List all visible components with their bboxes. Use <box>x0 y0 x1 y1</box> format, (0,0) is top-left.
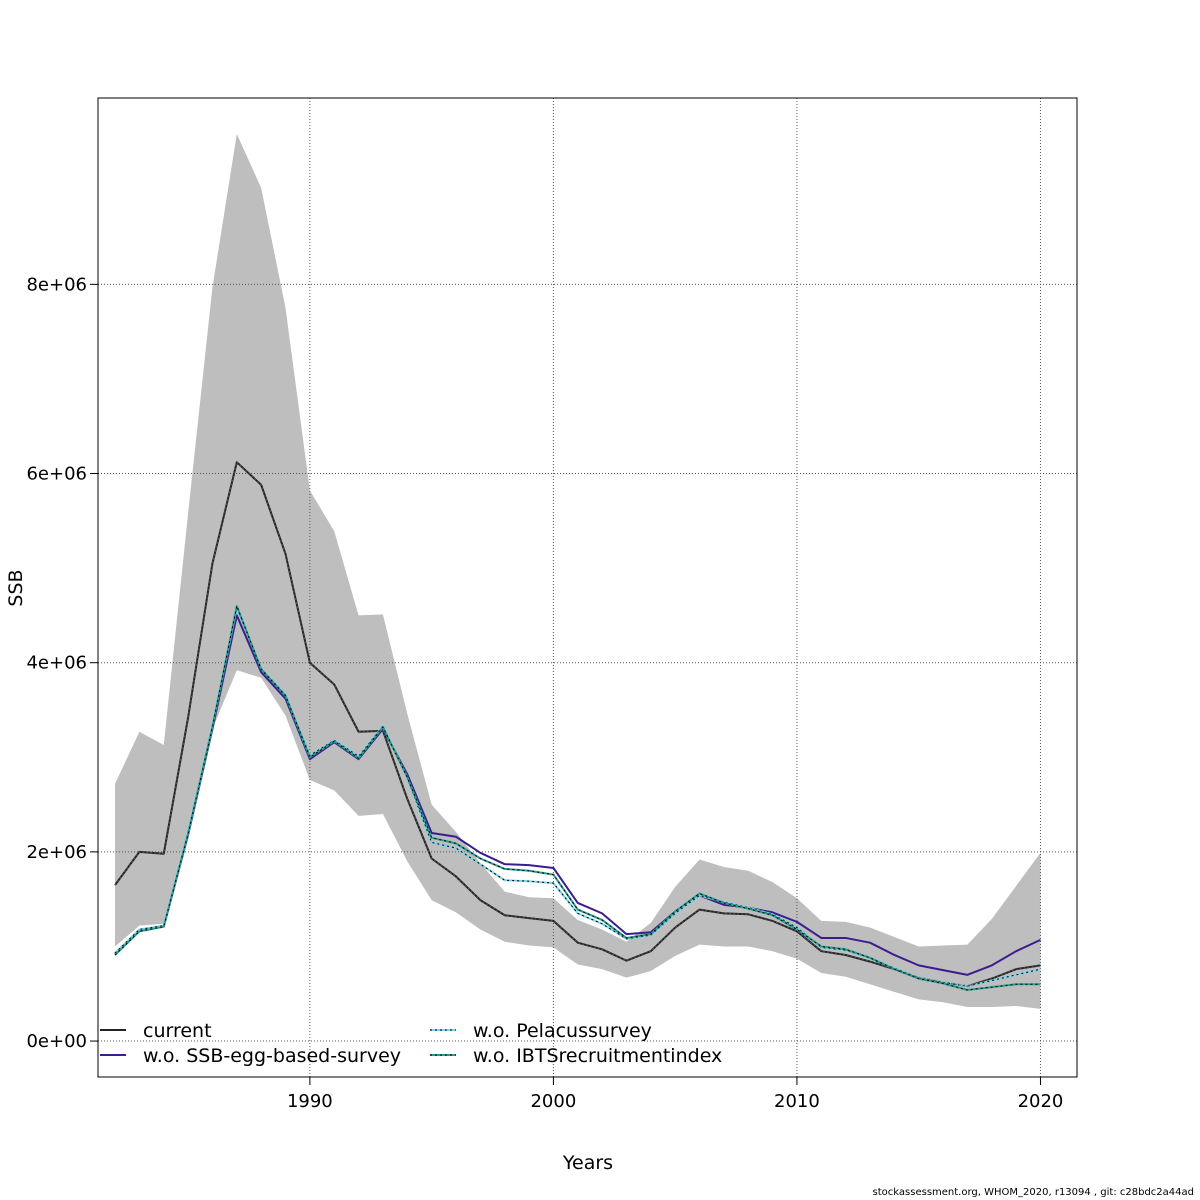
y-tick-label: 8e+06 <box>26 274 87 295</box>
series-line-dash-3 <box>114 604 1041 991</box>
y-axis-title: SSB <box>5 569 27 606</box>
legend-label-3: w.o. IBTSrecruitmentindex <box>473 1045 722 1067</box>
axis-layer: 1990 2000 2010 2020 0e+00 2e+06 4e+06 6e+06 8e+0… <box>26 274 1063 1112</box>
y-tick-label: 6e+06 <box>26 464 87 485</box>
legend-label-0: current <box>143 1020 212 1042</box>
x-tick-label: 2020 <box>1018 1091 1064 1112</box>
x-tick-label: 2000 <box>530 1091 576 1112</box>
x-tick-label: 1990 <box>287 1091 333 1112</box>
legend-label-2: w.o. Pelacussurvey <box>473 1020 652 1042</box>
confidence-band-layer <box>115 133 1041 1009</box>
confidence-band <box>115 133 1041 1009</box>
legend-label-1: w.o. SSB-egg-based-survey <box>143 1045 401 1067</box>
y-tick-label: 0e+00 <box>26 1031 87 1052</box>
plot-frame <box>97 97 1078 1078</box>
footer-credit: stockassessment.org, WHOM_2020, r13094 ,… <box>872 1187 1194 1198</box>
grid-layer <box>98 98 1077 1077</box>
y-tick-label: 2e+06 <box>26 842 87 863</box>
series-line-1 <box>114 614 1041 976</box>
y-tick-label: 4e+06 <box>26 653 87 674</box>
x-axis-title: Years <box>562 1152 613 1174</box>
series-layer <box>114 461 1041 991</box>
x-tick-label: 2010 <box>774 1091 820 1112</box>
legend: current w.o. SSB-egg-based-survey w.o. Pel… <box>100 1020 722 1067</box>
series-line-current-overlay <box>114 461 1041 987</box>
